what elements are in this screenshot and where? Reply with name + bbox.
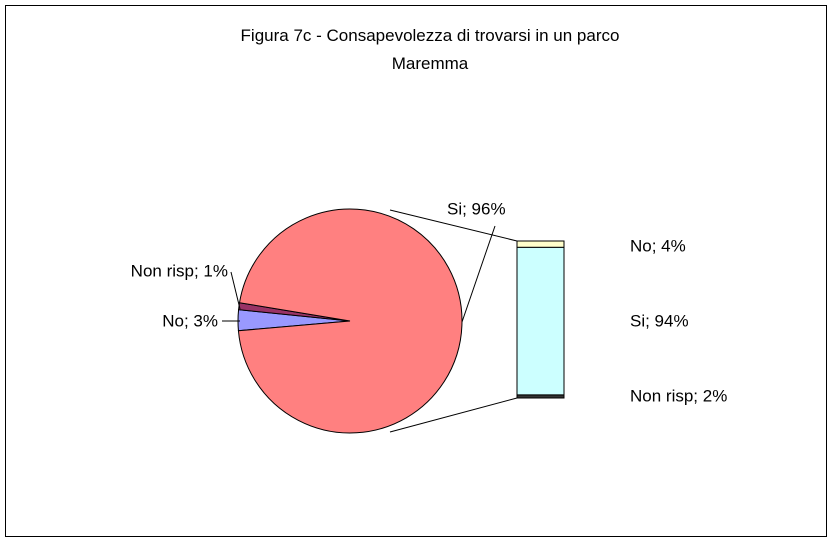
data-label: Si; 94% — [630, 311, 689, 330]
connector-line — [389, 397, 518, 433]
connector-line — [389, 209, 518, 242]
data-label: No; 4% — [630, 236, 686, 255]
data-label: Si; 96% — [447, 199, 506, 218]
leader-line — [461, 225, 496, 323]
data-label: Non risp; 1% — [131, 261, 228, 280]
data-label: No; 3% — [162, 311, 218, 330]
pie-slice — [237, 208, 463, 434]
data-label: Non risp; 2% — [630, 386, 727, 405]
bar-segment — [516, 246, 565, 396]
bar-segment — [516, 240, 565, 248]
leader-line — [230, 271, 241, 310]
chart-title: Figura 7c - Consapevolezza di trovarsi i… — [240, 26, 620, 73]
